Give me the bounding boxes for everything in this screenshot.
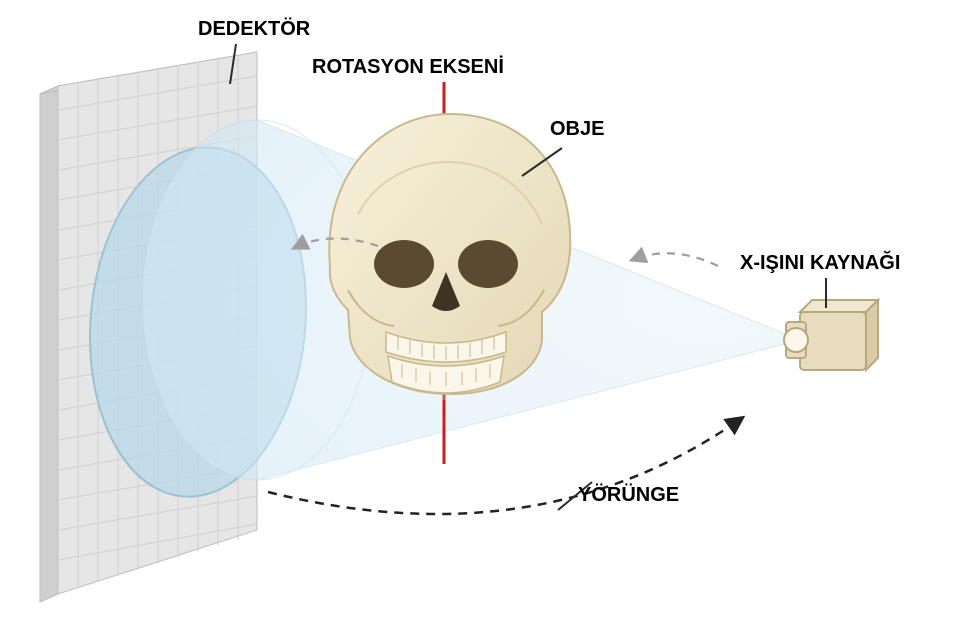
label-object: OBJE	[550, 118, 604, 141]
label-axis: ROTASYON EKSENİ	[312, 56, 504, 79]
label-trajectory: YÖRÜNGE	[578, 484, 679, 507]
label-detector: DEDEKTÖR	[198, 18, 310, 41]
label-source: X-IŞINI KAYNAĞI	[740, 252, 900, 275]
xray-source	[784, 300, 878, 370]
diagram-svg	[0, 0, 960, 623]
skull-object	[329, 114, 570, 394]
diagram-stage: DEDEKTÖR ROTASYON EKSENİ OBJE X-IŞINI KA…	[0, 0, 960, 623]
rotation-hint-right	[632, 253, 718, 266]
